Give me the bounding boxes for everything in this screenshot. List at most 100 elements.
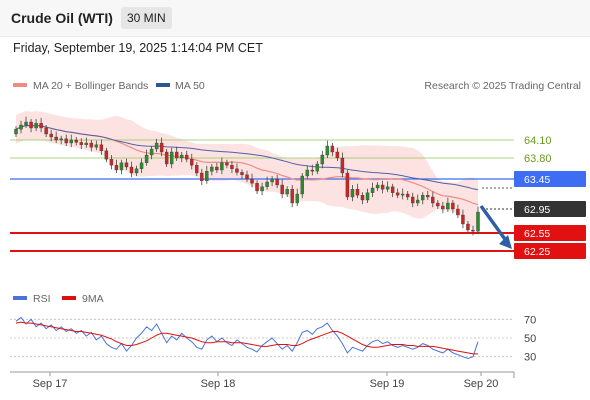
- candle-body: [400, 193, 405, 196]
- legend-label-rsi: RSI: [33, 293, 51, 305]
- candle-body: [431, 196, 435, 204]
- legend-label-ma20: MA 20 + Bollinger Bands: [33, 80, 148, 92]
- candle-body: [265, 181, 269, 187]
- legend-swatch-ma50: [156, 83, 170, 87]
- candle-body: [225, 162, 229, 166]
- candle-body: [370, 187, 375, 193]
- rsi-tick-50: 50: [524, 333, 536, 345]
- candle-body: [365, 192, 370, 201]
- candle-body: [310, 169, 314, 172]
- bollinger-band: [16, 111, 478, 230]
- candle-body: [180, 154, 184, 159]
- candle-body: [380, 184, 385, 190]
- candle-body: [320, 154, 325, 165]
- x-tick-label: Sep 18: [201, 378, 236, 390]
- forecast-arrow: [479, 204, 512, 249]
- candle-body: [154, 142, 159, 150]
- candle-body: [350, 189, 355, 198]
- candle-body: [144, 154, 149, 163]
- candle-body: [315, 163, 320, 172]
- moving-averages: [15, 124, 479, 206]
- candle-body: [340, 157, 345, 174]
- candle-body: [109, 159, 114, 166]
- support-tag-label-62.25: 62.25: [524, 246, 550, 258]
- rsi-tick-30: 30: [524, 352, 536, 364]
- candle-body: [169, 151, 174, 165]
- candle-body: [129, 166, 134, 174]
- candle-body: [355, 189, 360, 196]
- candle-body: [476, 211, 480, 232]
- price-tags: 64.10 63.80 63.45 62.95 62.55 62.25: [514, 135, 586, 259]
- candle-body: [395, 192, 400, 196]
- candle-body: [99, 144, 104, 151]
- candle-body: [270, 178, 274, 183]
- candle-body: [34, 123, 38, 129]
- resistance-label-64.10: 64.10: [524, 135, 552, 147]
- x-tick-label: Sep 17: [33, 378, 68, 390]
- candle-body: [385, 186, 390, 190]
- pivot-tag-label: 63.45: [524, 174, 550, 186]
- candle-body: [451, 202, 455, 210]
- datetime-label: Friday, September 19, 2025 1:14:04 PM CE…: [13, 41, 263, 55]
- legend-swatch-ma20: [13, 83, 27, 87]
- candle-body: [139, 162, 144, 169]
- candle-body: [471, 229, 475, 232]
- pivot-tag: [514, 171, 586, 187]
- candle-body: [159, 142, 164, 153]
- candle-body: [446, 202, 450, 210]
- support-tag-62.25: [514, 243, 586, 259]
- candle-body: [290, 189, 294, 204]
- candle-body: [245, 174, 249, 180]
- candle-body: [405, 193, 410, 198]
- candle-body: [174, 151, 179, 159]
- rsi-panel: 70 50 30: [10, 314, 536, 364]
- x-tick-label: Sep 19: [370, 378, 405, 390]
- candle-body: [94, 144, 99, 148]
- candle-body: [19, 124, 23, 130]
- x-tick-label: Sep 20: [464, 378, 499, 390]
- resistance-label-63.80: 63.80: [524, 153, 552, 165]
- rsi-9ma-line: [15, 321, 478, 355]
- candle-body: [390, 186, 395, 193]
- candle-body: [210, 166, 214, 172]
- candle-body: [49, 133, 53, 138]
- candle-body: [190, 159, 194, 166]
- candle-body: [215, 166, 219, 171]
- candle-body: [44, 127, 48, 135]
- forecast-arrow-shaft: [479, 204, 509, 244]
- candle-body: [114, 165, 119, 171]
- candle-body: [411, 196, 415, 204]
- candle-body: [220, 162, 224, 171]
- candle-body: [39, 123, 43, 129]
- legend-swatch-9ma: [62, 296, 76, 300]
- x-axis: Sep 17 Sep 18 Sep 19 Sep 20: [10, 371, 515, 390]
- candle-body: [59, 138, 63, 141]
- candle-body: [436, 202, 440, 207]
- candle-body: [14, 129, 18, 135]
- instrument-title: Crude Oil (WTI): [11, 10, 113, 26]
- candle-body: [240, 172, 244, 175]
- candle-body: [421, 195, 425, 201]
- candle-body: [345, 172, 350, 198]
- rsi-line: [15, 316, 479, 360]
- candle-body: [260, 186, 264, 192]
- candle-body: [205, 171, 209, 181]
- candle-body: [375, 184, 380, 189]
- candle-body: [230, 165, 234, 169]
- candle-body: [295, 193, 299, 204]
- candle-body: [235, 168, 239, 173]
- candle-body: [461, 214, 465, 225]
- candle-body: [164, 151, 169, 165]
- legend-label-9ma: 9MA: [82, 293, 104, 305]
- interval-button[interactable]: 30 MIN: [121, 7, 172, 29]
- candle-body: [54, 136, 58, 141]
- candle-body: [426, 195, 430, 198]
- candle-body: [124, 162, 129, 168]
- support-tag-label-62.55: 62.55: [524, 228, 550, 240]
- candle-body: [335, 151, 340, 159]
- candle-body: [285, 189, 289, 195]
- bollinger-band-area: [16, 111, 478, 230]
- rsi-tick-70: 70: [524, 314, 536, 326]
- candle-body: [134, 168, 139, 174]
